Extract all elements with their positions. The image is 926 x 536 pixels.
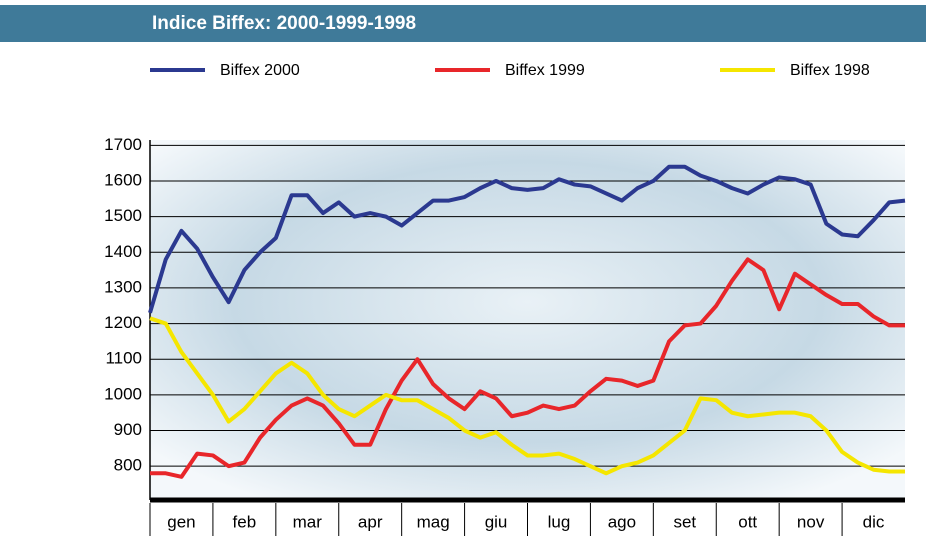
x-tick-label: ott bbox=[738, 512, 757, 531]
x-tick-label: gen bbox=[167, 512, 195, 531]
y-tick-label: 1700 bbox=[104, 135, 142, 154]
x-tick-label: set bbox=[673, 512, 696, 531]
series-line bbox=[150, 257, 905, 479]
y-tick-label: 1000 bbox=[104, 384, 142, 403]
y-tick-label: 800 bbox=[114, 456, 142, 475]
x-tick-label: nov bbox=[797, 512, 825, 531]
legend-label: Biffex 1998 bbox=[790, 62, 870, 79]
legend-label: Biffex 2000 bbox=[220, 62, 300, 79]
x-tick-label: giu bbox=[485, 512, 508, 531]
x-tick-label: ago bbox=[608, 512, 636, 531]
y-tick-label: 1500 bbox=[104, 206, 142, 225]
plot-background bbox=[150, 140, 905, 500]
legend-label: Biffex 1999 bbox=[505, 62, 585, 79]
y-tick-label: 1100 bbox=[105, 349, 142, 368]
x-tick-label: mag bbox=[417, 512, 450, 531]
series-line bbox=[148, 164, 906, 314]
x-tick-label: mar bbox=[293, 512, 323, 531]
x-tick-label: apr bbox=[358, 512, 383, 531]
y-tick-label: 1400 bbox=[104, 242, 142, 261]
y-tick-label: 1200 bbox=[104, 313, 142, 332]
y-tick-label: 1600 bbox=[104, 170, 142, 189]
x-tick-label: dic bbox=[863, 512, 885, 531]
series-line bbox=[149, 316, 905, 476]
title-bar bbox=[0, 5, 926, 42]
y-tick-label: 900 bbox=[114, 420, 142, 439]
x-tick-label: lug bbox=[548, 512, 571, 531]
y-tick-label: 1300 bbox=[104, 277, 142, 296]
x-tick-label: feb bbox=[233, 512, 257, 531]
chart-title: Indice Biffex: 2000-1999-1998 bbox=[152, 13, 416, 34]
